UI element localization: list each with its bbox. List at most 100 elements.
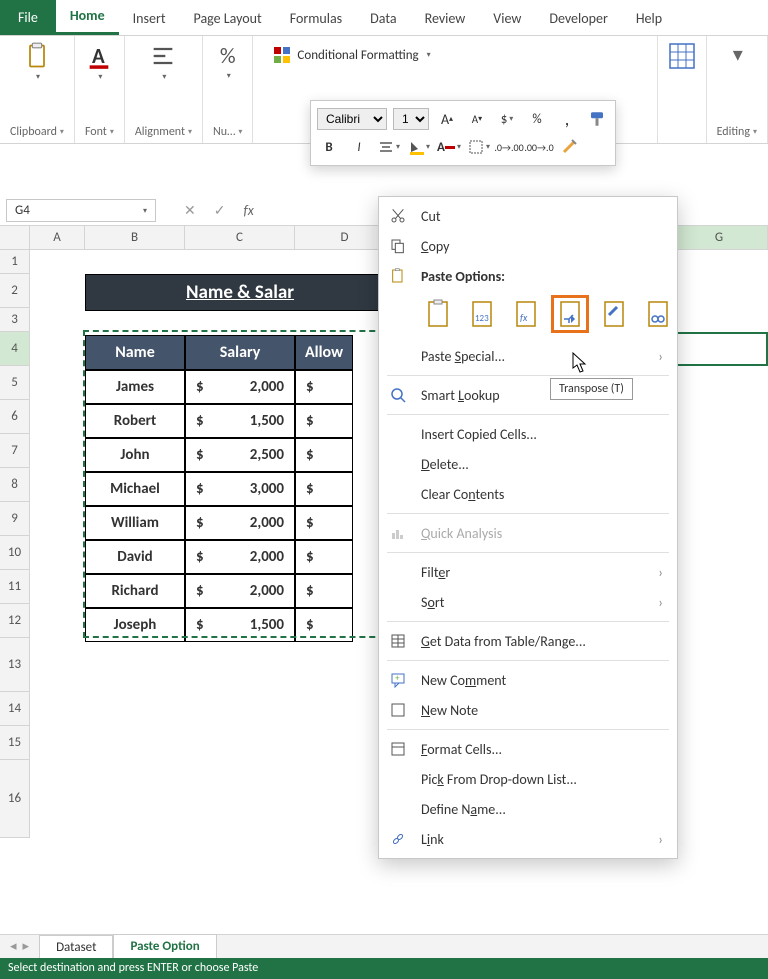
menu-link[interactable]: Link› [379, 824, 677, 854]
enter-formula-icon[interactable]: ✓ [214, 202, 226, 219]
ribbon-editing[interactable]: ▾ Editing▾ [707, 36, 768, 143]
cell-salary[interactable]: $2,000 [185, 506, 295, 540]
cell-salary[interactable]: $2,000 [185, 574, 295, 608]
decrease-font-icon[interactable]: A▾ [465, 107, 489, 131]
row-header-6[interactable]: 6 [0, 400, 30, 434]
cancel-formula-icon[interactable]: ✕ [184, 202, 196, 219]
align-icon[interactable]: ▾ [377, 135, 401, 159]
ribbon-clipboard[interactable]: ▾ Clipboard▾ [0, 36, 75, 143]
tab-insert[interactable]: Insert [119, 2, 180, 35]
menu-delete[interactable]: Delete... [379, 449, 677, 479]
cell-allowance[interactable]: $ [295, 540, 353, 574]
comma-format-icon[interactable]: , [555, 107, 579, 131]
bold-icon[interactable]: B [317, 135, 341, 159]
cell-name[interactable]: James [85, 370, 185, 404]
fill-color-icon[interactable]: ▾ [407, 135, 431, 159]
ribbon-alignment[interactable]: ▾ Alignment▾ [125, 36, 203, 143]
tab-developer[interactable]: Developer [535, 2, 621, 35]
decrease-decimal-icon[interactable]: .00→.0 [527, 135, 551, 159]
ribbon-cells[interactable] [658, 36, 707, 143]
name-box-dropdown-icon[interactable]: ▾ [143, 206, 147, 216]
cell-allowance[interactable]: $ [295, 370, 353, 404]
sheet-prev-icon[interactable]: ◂ [10, 939, 17, 954]
mini-font-name[interactable]: Calibri [317, 108, 387, 130]
tab-file[interactable]: File [0, 0, 56, 35]
menu-pick-dropdown[interactable]: Pick From Drop-down List... [379, 764, 677, 794]
sheet-nav-buttons[interactable]: ◂ ▸ [0, 939, 39, 954]
menu-get-data[interactable]: Get Data from Table/Range... [379, 626, 677, 656]
sheet-tab-dataset[interactable]: Dataset [39, 935, 113, 959]
row-header-12[interactable]: 12 [0, 604, 30, 638]
row-header-11[interactable]: 11 [0, 570, 30, 604]
cell-salary[interactable]: $2,500 [185, 438, 295, 472]
format-painter-icon[interactable] [585, 107, 609, 131]
increase-decimal-icon[interactable]: .0→.00 [497, 135, 521, 159]
menu-define-name[interactable]: Define Name... [379, 794, 677, 824]
ribbon-number[interactable]: %▾ Nu…▾ [203, 36, 253, 143]
cell-salary[interactable]: $2,000 [185, 540, 295, 574]
accounting-format-icon[interactable]: $ ▾ [495, 107, 519, 131]
italic-icon[interactable]: I [347, 135, 371, 159]
cell-salary[interactable]: $3,000 [185, 472, 295, 506]
borders-icon[interactable]: ▾ [467, 135, 491, 159]
cell-name[interactable]: John [85, 438, 185, 472]
row-header-4[interactable]: 4 [0, 332, 30, 366]
clear-format-icon[interactable] [557, 135, 581, 159]
col-header-c[interactable]: C [185, 226, 295, 249]
tab-formulas[interactable]: Formulas [276, 2, 356, 35]
row-header-1[interactable]: 1 [0, 250, 30, 274]
cell-salary[interactable]: $2,000 [185, 370, 295, 404]
tab-home[interactable]: Home [56, 0, 119, 35]
cell-allowance[interactable]: $ [295, 472, 353, 506]
col-header-a[interactable]: A [30, 226, 85, 249]
paste-values-icon[interactable]: 123 [463, 295, 501, 333]
cell-name[interactable]: David [85, 540, 185, 574]
paste-transpose-icon[interactable] [551, 295, 589, 333]
cell-allowance[interactable]: $ [295, 404, 353, 438]
sheet-tab-paste-option[interactable]: Paste Option [113, 934, 216, 960]
cell-name[interactable]: Robert [85, 404, 185, 438]
row-header-10[interactable]: 10 [0, 536, 30, 570]
row-header-13[interactable]: 13 [0, 638, 30, 692]
row-header-9[interactable]: 9 [0, 502, 30, 536]
menu-clear-contents[interactable]: Clear Contents [379, 479, 677, 509]
tab-data[interactable]: Data [356, 2, 410, 35]
font-color-icon[interactable]: A▾ [437, 135, 461, 159]
name-box[interactable]: G4 ▾ [6, 199, 156, 222]
row-header-14[interactable]: 14 [0, 692, 30, 726]
menu-new-comment[interactable]: + New Comment [379, 665, 677, 695]
menu-insert-copied[interactable]: Insert Copied Cells... [379, 419, 677, 449]
cell-allowance[interactable]: $ [295, 438, 353, 472]
cell-allowance[interactable]: $ [295, 506, 353, 540]
tab-view[interactable]: View [479, 2, 535, 35]
conditional-formatting-button[interactable]: Conditional Formatting ▾ [269, 42, 434, 68]
menu-sort[interactable]: Sort› [379, 587, 677, 617]
cell-salary[interactable]: $1,500 [185, 404, 295, 438]
row-header-15[interactable]: 15 [0, 726, 30, 760]
paste-formulas-icon[interactable]: fx [507, 295, 545, 333]
row-header-7[interactable]: 7 [0, 434, 30, 468]
col-header-g[interactable]: G [671, 226, 768, 249]
menu-copy[interactable]: Copy [379, 231, 677, 261]
selected-cell-g4[interactable] [671, 332, 768, 366]
tab-review[interactable]: Review [411, 2, 480, 35]
percent-format-icon[interactable]: % [525, 107, 549, 131]
menu-cut[interactable]: Cut [379, 201, 677, 231]
cell-name[interactable]: Joseph [85, 608, 185, 642]
tab-page-layout[interactable]: Page Layout [180, 2, 276, 35]
cell-salary[interactable]: $1,500 [185, 608, 295, 642]
cell-name[interactable]: Michael [85, 472, 185, 506]
paste-all-icon[interactable] [419, 295, 457, 333]
sheet-next-icon[interactable]: ▸ [23, 939, 30, 954]
menu-paste-special[interactable]: Paste Special... › [379, 341, 677, 371]
menu-filter[interactable]: Filter› [379, 557, 677, 587]
menu-new-note[interactable]: New Note [379, 695, 677, 725]
cell-name[interactable]: William [85, 506, 185, 540]
increase-font-icon[interactable]: A▴ [435, 107, 459, 131]
row-header-5[interactable]: 5 [0, 366, 30, 400]
select-all-corner[interactable] [0, 226, 30, 249]
tab-help[interactable]: Help [622, 2, 676, 35]
row-header-8[interactable]: 8 [0, 468, 30, 502]
menu-format-cells[interactable]: Format Cells... [379, 734, 677, 764]
cell-allowance[interactable]: $ [295, 608, 353, 642]
